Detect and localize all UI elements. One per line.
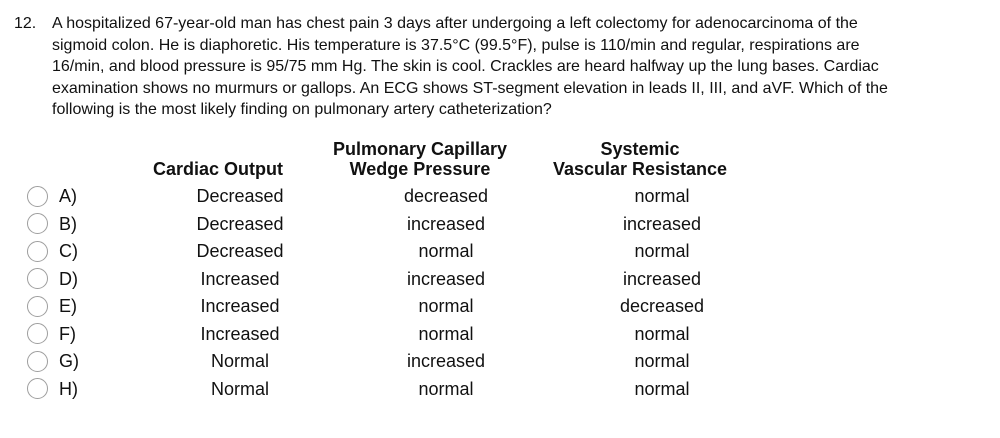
- option-row-h: H) Normal normal normal: [0, 376, 1000, 404]
- option-cardiac-output: Normal: [210, 351, 269, 371]
- option-row-c: C) Decreased normal normal: [0, 238, 1000, 266]
- option-svr: normal: [634, 186, 690, 206]
- option-letter: C): [59, 241, 78, 261]
- option-cardiac-output: Decreased: [196, 186, 284, 206]
- radio-button-a[interactable]: [27, 185, 48, 207]
- option-letter: A): [59, 186, 77, 206]
- option-svr: normal: [634, 351, 690, 371]
- question-text-line: examination shows no murmurs or gallops.…: [52, 79, 888, 97]
- radio-button-e[interactable]: [27, 295, 48, 317]
- option-wedge-pressure: increased: [406, 351, 486, 371]
- question-text-line: 16/min, and blood pressure is 95/75 mm H…: [52, 58, 879, 75]
- option-row-g: G) Normal increased normal: [0, 348, 1000, 376]
- option-cardiac-output: Decreased: [196, 213, 284, 234]
- option-row-e: E) Increased normal decreased: [0, 293, 1000, 321]
- radio-button-h[interactable]: [27, 378, 48, 400]
- column-header-cardiac-output: Cardiac Output: [152, 159, 283, 179]
- option-wedge-pressure: increased: [406, 213, 486, 234]
- option-letter: B): [59, 213, 77, 234]
- option-letter: F): [59, 323, 76, 344]
- question-number: 12.: [14, 15, 37, 32]
- radio-button-c[interactable]: [27, 240, 48, 262]
- question-text-line: following is the most likely finding on …: [52, 101, 552, 118]
- column-header-line: Wedge Pressure: [349, 159, 491, 179]
- question-text: A hospitalized 67-year-old man has chest…: [52, 13, 888, 121]
- option-row-d: D) Increased increased increased: [0, 266, 1000, 294]
- option-svr: normal: [634, 241, 690, 261]
- option-cardiac-output: Increased: [200, 323, 280, 344]
- option-cardiac-output: Increased: [200, 296, 280, 316]
- option-svr: normal: [634, 323, 690, 344]
- option-letter: G): [59, 351, 79, 371]
- option-letter: H): [59, 378, 78, 399]
- option-wedge-pressure: normal: [418, 378, 474, 399]
- radio-button-d[interactable]: [27, 268, 48, 290]
- option-wedge-pressure: decreased: [403, 186, 489, 206]
- option-svr: increased: [622, 268, 702, 289]
- column-header-line: Pulmonary Capillary: [332, 139, 508, 159]
- option-wedge-pressure: normal: [418, 323, 474, 344]
- question-text-line: sigmoid colon. He is diaphoretic. His te…: [52, 36, 860, 54]
- radio-button-b[interactable]: [27, 213, 48, 235]
- option-wedge-pressure: increased: [406, 268, 486, 289]
- radio-button-g[interactable]: [27, 350, 48, 372]
- option-cardiac-output: Normal: [210, 378, 269, 399]
- option-wedge-pressure: normal: [418, 296, 474, 316]
- option-svr: increased: [622, 213, 702, 234]
- option-wedge-pressure: normal: [418, 241, 474, 261]
- option-letter: E): [59, 296, 77, 316]
- column-header-line: Systemic: [600, 139, 680, 159]
- option-row-b: B) Decreased increased increased: [0, 211, 1000, 239]
- option-svr: normal: [634, 378, 690, 399]
- radio-button-f[interactable]: [27, 323, 48, 345]
- column-header-systemic-vascular-resistance: Systemic Vascular Resistance: [540, 139, 740, 179]
- option-cardiac-output: Increased: [200, 268, 280, 289]
- option-row-f: F) Increased normal normal: [0, 321, 1000, 349]
- question-text-line: A hospitalized 67-year-old man has chest…: [52, 15, 858, 32]
- column-header-line: Vascular Resistance: [552, 159, 728, 179]
- option-row-a: A) Decreased decreased normal: [0, 183, 1000, 211]
- option-letter: D): [59, 268, 78, 289]
- column-header-wedge-pressure: Pulmonary Capillary Wedge Pressure: [320, 139, 520, 179]
- option-svr: decreased: [619, 296, 705, 316]
- option-cardiac-output: Decreased: [196, 241, 284, 261]
